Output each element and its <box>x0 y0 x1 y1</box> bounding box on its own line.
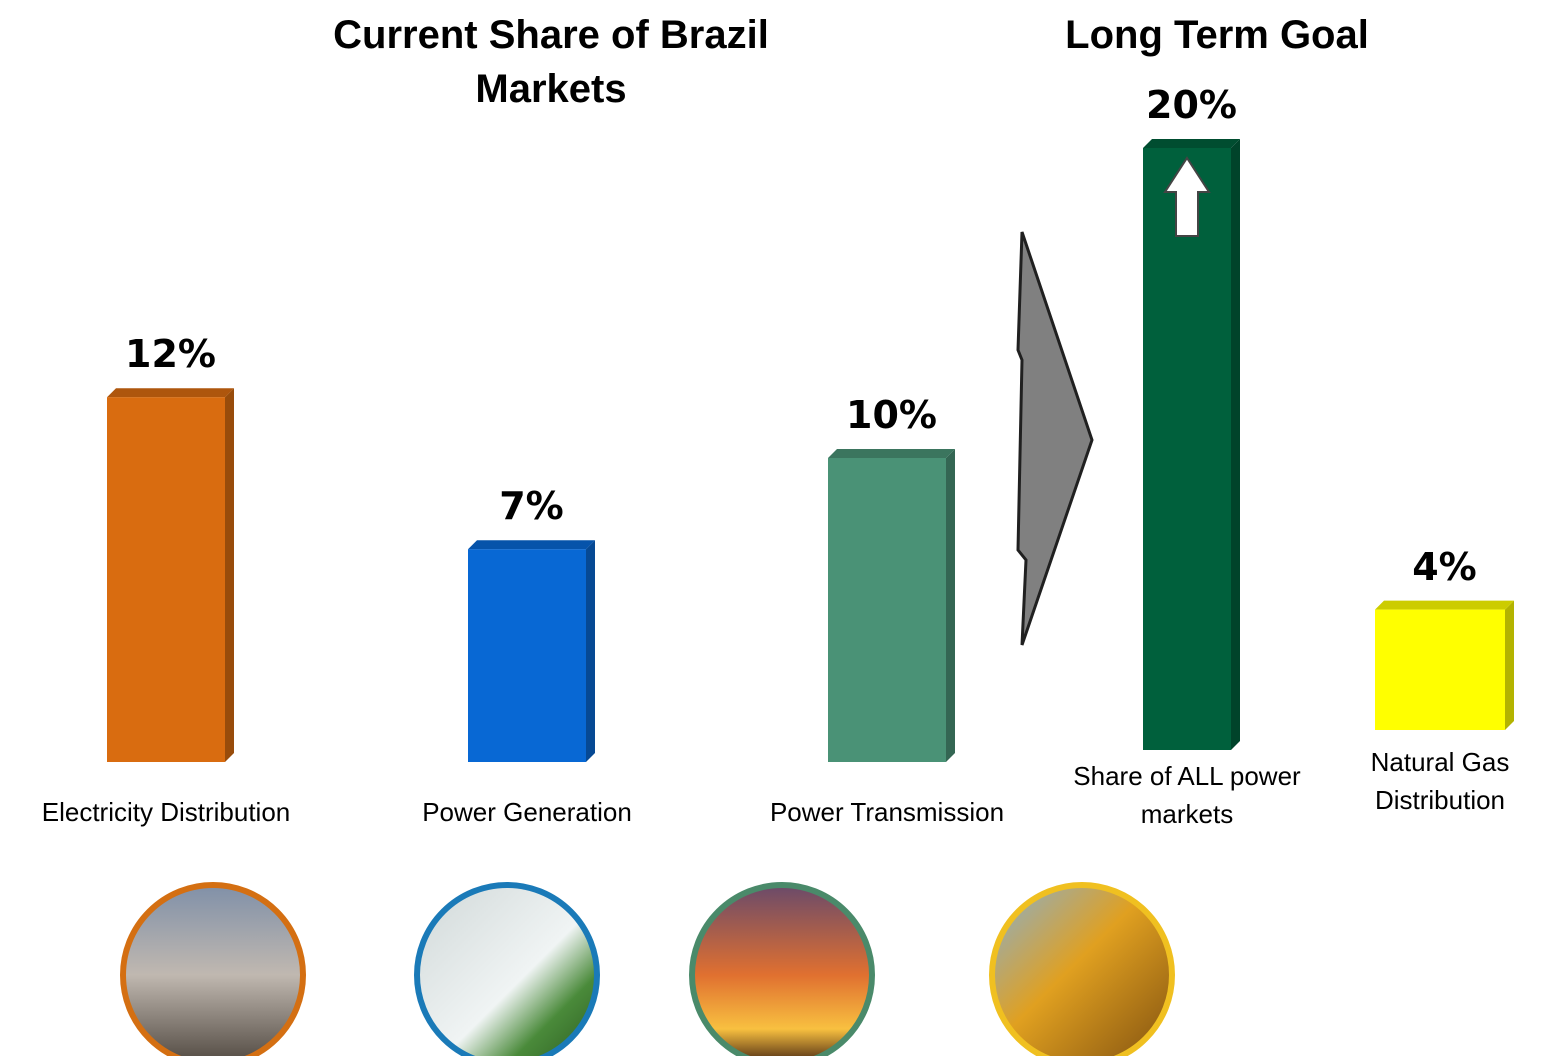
bar-top <box>468 540 595 550</box>
bar-top <box>828 449 955 458</box>
transition-arrow <box>1016 231 1094 646</box>
chart-title: Long Term Goal <box>1065 13 1369 57</box>
value-label: 4% <box>1412 544 1477 589</box>
bar-side <box>586 540 595 762</box>
bar-top <box>107 388 234 398</box>
category-label: Power Generation <box>422 797 632 827</box>
bar <box>107 397 225 762</box>
bar-top <box>1143 139 1240 148</box>
chart-title: Current Share of Brazil Markets <box>333 13 769 111</box>
bar-side <box>1231 139 1240 750</box>
value-label: 10% <box>846 393 937 437</box>
value-label: 20% <box>1146 83 1237 127</box>
photo-electricity <box>120 882 306 1056</box>
category-label: Electricity Distribution <box>41 797 291 827</box>
photo-transmission <box>689 882 875 1056</box>
category-label: Power Transmission <box>769 797 1005 827</box>
bar <box>1375 609 1505 730</box>
bar <box>828 458 946 762</box>
photo-gas <box>989 882 1175 1056</box>
category-label: Natural Gas Distribution <box>1370 747 1510 815</box>
value-label: 12% <box>125 332 216 377</box>
bar-top <box>1375 600 1514 610</box>
bar-side <box>946 449 955 762</box>
bar-side <box>225 388 234 762</box>
photo-generation <box>414 882 600 1056</box>
category-label: Share of ALL power markets <box>1073 761 1301 829</box>
up-arrow-icon <box>1163 156 1211 237</box>
value-label: 7% <box>499 484 564 529</box>
bar <box>1143 148 1231 750</box>
bar-side <box>1505 600 1514 730</box>
bar <box>468 549 586 762</box>
